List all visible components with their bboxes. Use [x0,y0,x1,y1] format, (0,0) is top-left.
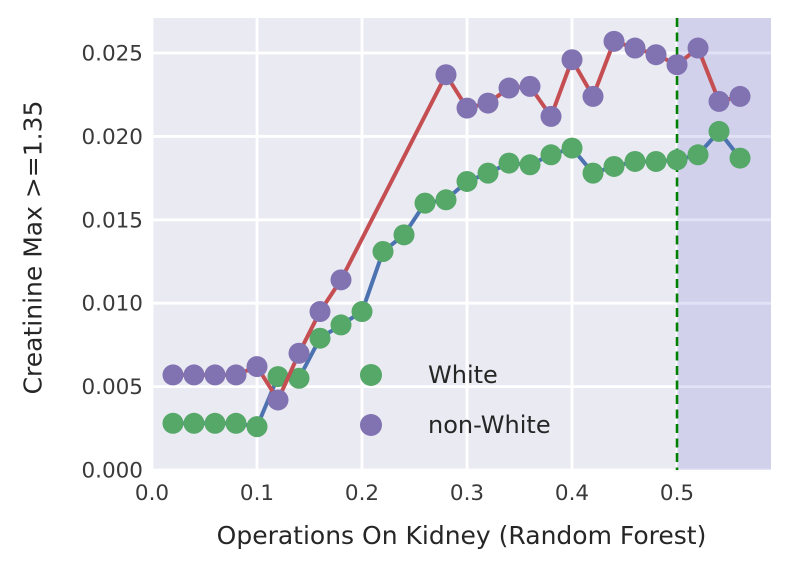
data-point-White [582,162,604,184]
data-point-White [498,152,520,174]
data-point-White [162,412,184,434]
data-point-White [519,154,541,176]
x-tick-label: 0.0 [135,481,169,506]
data-point-White [456,170,478,192]
data-point-White [204,412,226,434]
data-point-non-White [330,269,352,291]
plot-background [152,18,771,470]
data-point-White [624,150,646,172]
data-point-White [708,120,730,142]
data-point-non-White [561,49,583,71]
data-point-White [729,147,751,169]
white-series-marker-icon [360,363,382,386]
data-point-White [477,162,499,184]
data-point-non-White [582,85,604,107]
data-point-non-White [435,64,457,86]
data-point-White [225,412,247,434]
legend-item-white: White [360,352,551,397]
y-tick-label: 0.025 [81,42,143,67]
x-tick-label: 0.2 [345,481,379,506]
legend-item-non-white: non-White [360,402,551,447]
data-point-non-White [288,342,310,364]
data-point-White [687,144,709,166]
data-point-non-White [309,301,331,323]
data-point-White [330,314,352,336]
non-white-series-marker-icon [360,413,382,436]
data-point-non-White [666,54,688,76]
data-point-White [183,412,205,434]
data-point-White [561,137,583,159]
data-point-non-White [708,90,730,112]
data-point-White [435,189,457,211]
data-point-White [288,367,310,389]
y-tick-label: 0.015 [81,208,143,233]
data-point-White [309,327,331,349]
data-point-White [267,366,289,388]
data-point-non-White [498,77,520,99]
data-point-non-White [687,37,709,59]
y-tick-label: 0.005 [81,375,143,400]
data-point-non-White [204,364,226,386]
x-tick-label: 0.3 [450,481,484,506]
data-point-White [645,150,667,172]
data-point-White [414,192,436,214]
data-point-White [246,416,268,438]
data-point-non-White [645,44,667,66]
data-point-non-White [624,37,646,59]
data-point-non-White [603,30,625,52]
y-tick-label: 0.010 [81,292,143,317]
shaded-region [677,18,771,470]
x-tick-label: 0.4 [555,481,589,506]
series-line-White [171,129,743,429]
data-point-non-White [162,364,184,386]
data-point-White [540,144,562,166]
x-tick-label: 0.5 [660,481,694,506]
legend-label-white: White [428,360,498,389]
data-point-White [351,301,373,323]
data-point-White [393,224,415,246]
legend: White non-White [360,352,551,447]
x-tick-label: 0.1 [240,481,274,506]
y-axis-label: Creatinine Max >=1.35 [18,100,48,395]
y-tick-label: 0.020 [81,125,143,150]
data-point-non-White [183,364,205,386]
data-point-non-White [519,75,541,97]
data-point-White [666,149,688,171]
data-point-non-White [477,92,499,114]
legend-label-non-white: non-White [428,410,551,439]
data-point-non-White [267,389,289,411]
data-point-non-White [225,364,247,386]
data-point-non-White [246,356,268,378]
y-tick-label: 0.000 [81,459,143,484]
x-axis-label: Operations On Kidney (Random Forest) [216,521,707,550]
data-point-White [603,155,625,177]
data-point-non-White [729,85,751,107]
data-point-White [372,241,394,263]
data-point-non-White [456,97,478,119]
data-point-non-White [540,105,562,127]
